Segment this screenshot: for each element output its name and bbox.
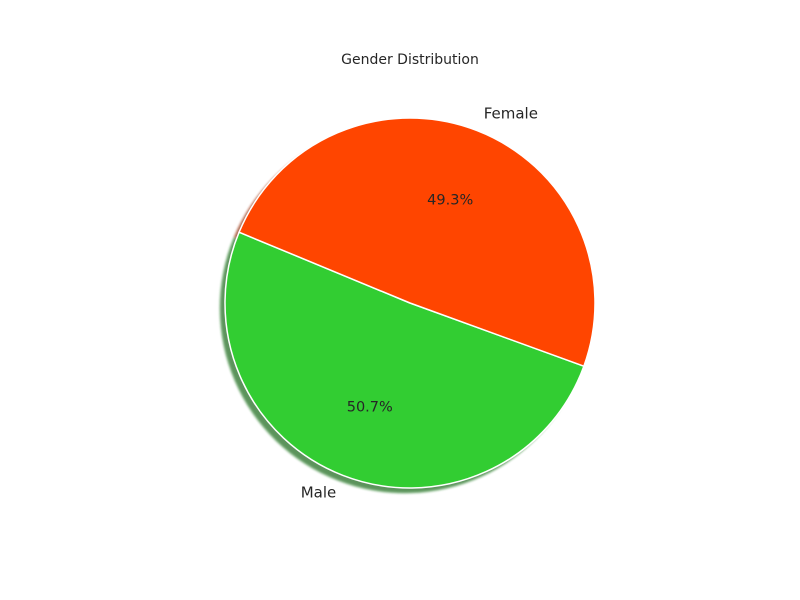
percent-label-female: 49.3%: [427, 193, 473, 209]
pie-labels: Male 50.7% Female 49.3%: [301, 104, 538, 501]
slice-label-female: Female: [484, 104, 538, 122]
pie-slice-male: [224, 231, 585, 489]
pie-slice-female: [238, 117, 596, 367]
slice-label-male: Male: [301, 484, 337, 502]
pie-slices: [224, 117, 596, 489]
chart-title: Gender Distribution: [341, 52, 479, 68]
percent-label-male: 50.7%: [347, 399, 393, 415]
